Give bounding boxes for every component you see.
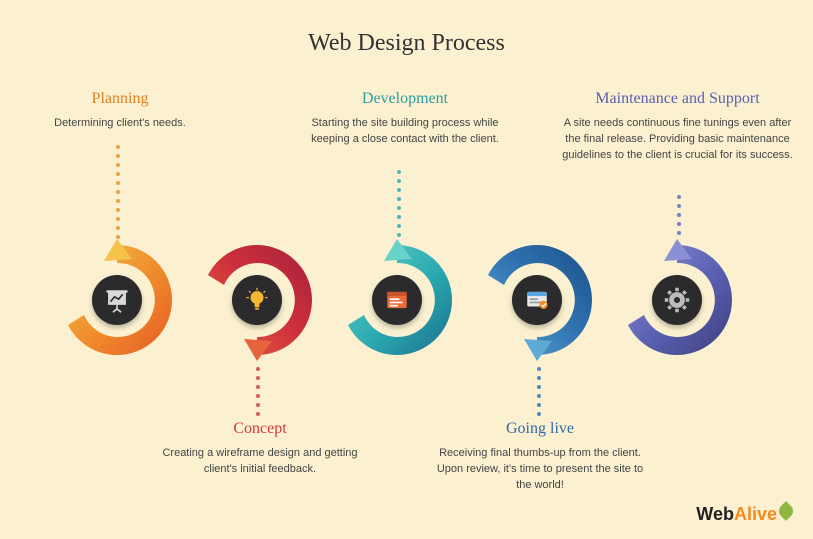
hub-planning [92, 275, 142, 325]
logo-part1: Web [696, 504, 734, 524]
step-desc-maintenance: A site needs continuous fine tunings eve… [555, 116, 800, 164]
connector-dots-concept [255, 362, 261, 421]
brand-logo: WebAlive [696, 504, 793, 525]
step-going-live: Going live Receiving final thumbs-up fro… [435, 420, 645, 494]
step-planning: Planning Determining client's needs. [15, 90, 225, 132]
logo-part2: Alive [734, 504, 777, 524]
step-desc-concept: Creating a wireframe design and getting … [155, 446, 365, 478]
step-title-going-live: Going live [435, 420, 645, 438]
swirl-development [342, 245, 452, 355]
leaf-icon [776, 501, 796, 521]
step-concept: Concept Creating a wireframe design and … [155, 420, 365, 478]
process-swirl-row [62, 245, 732, 355]
step-maintenance: Maintenance and Support A site needs con… [555, 90, 800, 164]
step-title-planning: Planning [15, 90, 225, 108]
swirl-going-live [482, 245, 592, 355]
connector-dots-development [396, 165, 402, 242]
step-title-development: Development [300, 90, 510, 108]
swirl-maintenance [622, 245, 732, 355]
step-desc-planning: Determining client's needs. [15, 116, 225, 132]
page-title: Web Design Process [0, 30, 813, 57]
connector-dots-planning [115, 140, 121, 244]
hub-concept [232, 275, 282, 325]
connector-dots-maintenance [676, 190, 682, 240]
swirl-concept [202, 245, 312, 355]
step-title-maintenance: Maintenance and Support [555, 90, 800, 108]
step-desc-going-live: Receiving final thumbs-up from the clien… [435, 446, 645, 494]
hub-going-live [512, 275, 562, 325]
step-desc-development: Starting the site building process while… [300, 116, 510, 148]
hub-maintenance [652, 275, 702, 325]
swirl-planning [62, 245, 172, 355]
hub-development [372, 275, 422, 325]
step-title-concept: Concept [155, 420, 365, 438]
step-development: Development Starting the site building p… [300, 90, 510, 148]
connector-dots-going-live [536, 362, 542, 421]
